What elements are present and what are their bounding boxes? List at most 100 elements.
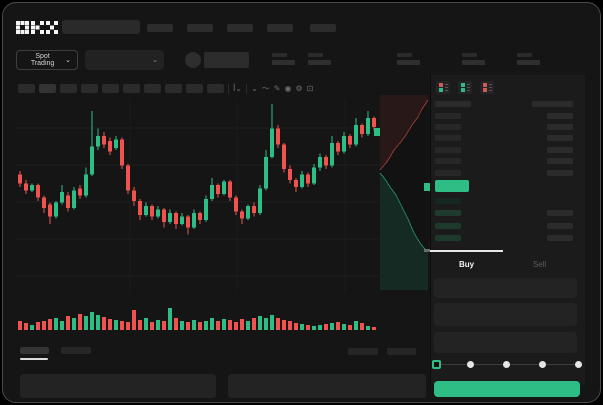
pair-avatar[interactable] xyxy=(185,52,201,68)
orderbook-row[interactable] xyxy=(435,206,573,219)
ticker-stat-volume xyxy=(517,53,540,65)
orderbook-row[interactable] xyxy=(435,167,573,178)
orderbook-row[interactable] xyxy=(435,144,573,155)
orderbook-price-bar[interactable] xyxy=(435,169,461,176)
orders-table-right xyxy=(228,374,426,398)
buy-submit-button[interactable] xyxy=(434,381,580,397)
draw-icon[interactable]: ✎ xyxy=(273,84,281,93)
orderbook-row[interactable] xyxy=(435,110,573,121)
timeframe-button-7[interactable] xyxy=(144,84,161,93)
trade-side-tabs: Buy Sell xyxy=(430,250,576,272)
orders-action-1[interactable] xyxy=(348,348,378,355)
orderbook-row[interactable] xyxy=(435,121,573,132)
orderbook-price-bar[interactable] xyxy=(435,235,461,242)
slider-stop-100[interactable] xyxy=(575,361,582,368)
ticker-stat-low xyxy=(462,53,485,65)
orderbook-price-bar[interactable] xyxy=(435,197,461,204)
tab-buy[interactable]: Buy xyxy=(430,250,503,272)
orderbook-price-bar[interactable] xyxy=(435,112,461,119)
orderbook-price-bar[interactable] xyxy=(435,135,461,142)
chart-toolbar: ꟾ⌄ ⌄ 〜 ✎ ◉ ⚙ ⊡ xyxy=(18,83,418,94)
timeframe-button-6[interactable] xyxy=(123,84,140,93)
timeframe-button-1[interactable] xyxy=(18,84,35,93)
nav-item-5[interactable] xyxy=(310,24,336,32)
nav-item-4[interactable] xyxy=(267,24,293,32)
fullscreen-icon[interactable]: ⊡ xyxy=(306,84,314,93)
orderbook-amount-bar[interactable] xyxy=(547,135,573,142)
orderbook-row[interactable] xyxy=(435,195,573,206)
pair-dropdown[interactable]: ⌄ xyxy=(85,50,164,70)
orderbook-price-bar[interactable] xyxy=(435,124,461,131)
orderbook-rows xyxy=(435,98,573,245)
orderbook-view-switcher xyxy=(436,81,494,94)
orderbook-amount-bar[interactable] xyxy=(547,112,573,119)
orderbook-price-bar[interactable] xyxy=(435,209,461,216)
search-input[interactable] xyxy=(62,20,140,34)
price-input[interactable] xyxy=(434,278,577,298)
total-input[interactable] xyxy=(434,332,577,353)
candle-style-icon[interactable]: ꟾ⌄ xyxy=(233,84,243,93)
chart-settings-icon[interactable]: ⚙ xyxy=(295,84,303,93)
timeframe-button-3[interactable] xyxy=(60,84,77,93)
timeframe-button-10[interactable] xyxy=(207,84,224,93)
ticker-stat-high xyxy=(397,53,420,65)
orders-action-2[interactable] xyxy=(387,348,416,355)
timeframe-button-8[interactable] xyxy=(165,84,182,93)
orderbook-amount-bar[interactable] xyxy=(547,169,573,176)
slider-stop-75[interactable] xyxy=(539,361,546,368)
orderbook-amount-bar[interactable] xyxy=(547,198,573,204)
nav-item-1[interactable] xyxy=(147,24,173,32)
orderbook-view-both-icon[interactable] xyxy=(436,81,450,94)
tab-open-orders[interactable] xyxy=(20,347,49,354)
orderbook-amount-bar[interactable] xyxy=(547,209,573,216)
nav-item-2[interactable] xyxy=(187,24,213,32)
chevron-down-icon: ⌄ xyxy=(152,57,158,64)
market-type-selector[interactable]: Spot Trading ⌄ xyxy=(16,50,78,70)
ticker-stat-price xyxy=(272,53,295,65)
amount-slider[interactable] xyxy=(432,360,582,370)
chevron-down-icon: ⌄ xyxy=(65,57,71,64)
orderbook-amount-bar[interactable] xyxy=(547,124,573,131)
timeframe-button-2[interactable] xyxy=(39,84,56,93)
tab-order-history[interactable] xyxy=(61,347,91,354)
orderbook-amount-bar[interactable] xyxy=(547,146,573,153)
timeframe-button-5[interactable] xyxy=(102,84,119,93)
orderbook-row[interactable] xyxy=(435,133,573,144)
orderbook-row[interactable] xyxy=(435,156,573,167)
timeframe-button-9[interactable] xyxy=(186,84,203,93)
orderbook-amount-bar[interactable] xyxy=(547,235,573,242)
orderbook-row[interactable] xyxy=(435,232,573,245)
active-tab-underline xyxy=(20,358,48,360)
okx-logo xyxy=(16,21,58,34)
orderbook-row[interactable] xyxy=(435,219,573,232)
last-price-highlight xyxy=(435,180,469,193)
orderbook-amount-bar[interactable] xyxy=(532,101,573,107)
orderbook-row[interactable] xyxy=(435,98,573,110)
market-type-label: Spot Trading xyxy=(30,53,55,67)
amount-input[interactable] xyxy=(434,303,577,326)
orderbook-view-bids-icon[interactable] xyxy=(458,81,472,94)
slider-stop-25[interactable] xyxy=(467,361,474,368)
orderbook-price-bar[interactable] xyxy=(435,222,461,229)
toolbar-divider xyxy=(228,83,229,94)
orderbook-price-bar[interactable] xyxy=(435,146,461,153)
slider-stop-50[interactable] xyxy=(503,361,510,368)
toolbar-divider xyxy=(246,83,248,94)
orderbook-price-bar[interactable] xyxy=(435,158,461,165)
orderbook-amount-bar[interactable] xyxy=(547,222,573,229)
ticker-stat-change xyxy=(308,53,331,65)
tab-sell[interactable]: Sell xyxy=(532,260,547,269)
orderbook-price-bar[interactable] xyxy=(435,101,471,107)
screenshot-icon[interactable]: ◉ xyxy=(284,84,292,93)
nav-item-3[interactable] xyxy=(227,24,253,32)
indicators-icon[interactable]: ⌄ xyxy=(251,84,258,93)
orders-table-left xyxy=(20,374,216,398)
timeframe-button-4[interactable] xyxy=(81,84,98,93)
line-type-icon[interactable]: 〜 xyxy=(261,84,270,93)
orderbook-view-asks-icon[interactable] xyxy=(480,81,494,94)
pair-name-placeholder xyxy=(204,52,249,68)
orderbook-amount-bar[interactable] xyxy=(547,158,573,165)
slider-handle[interactable] xyxy=(432,360,441,369)
